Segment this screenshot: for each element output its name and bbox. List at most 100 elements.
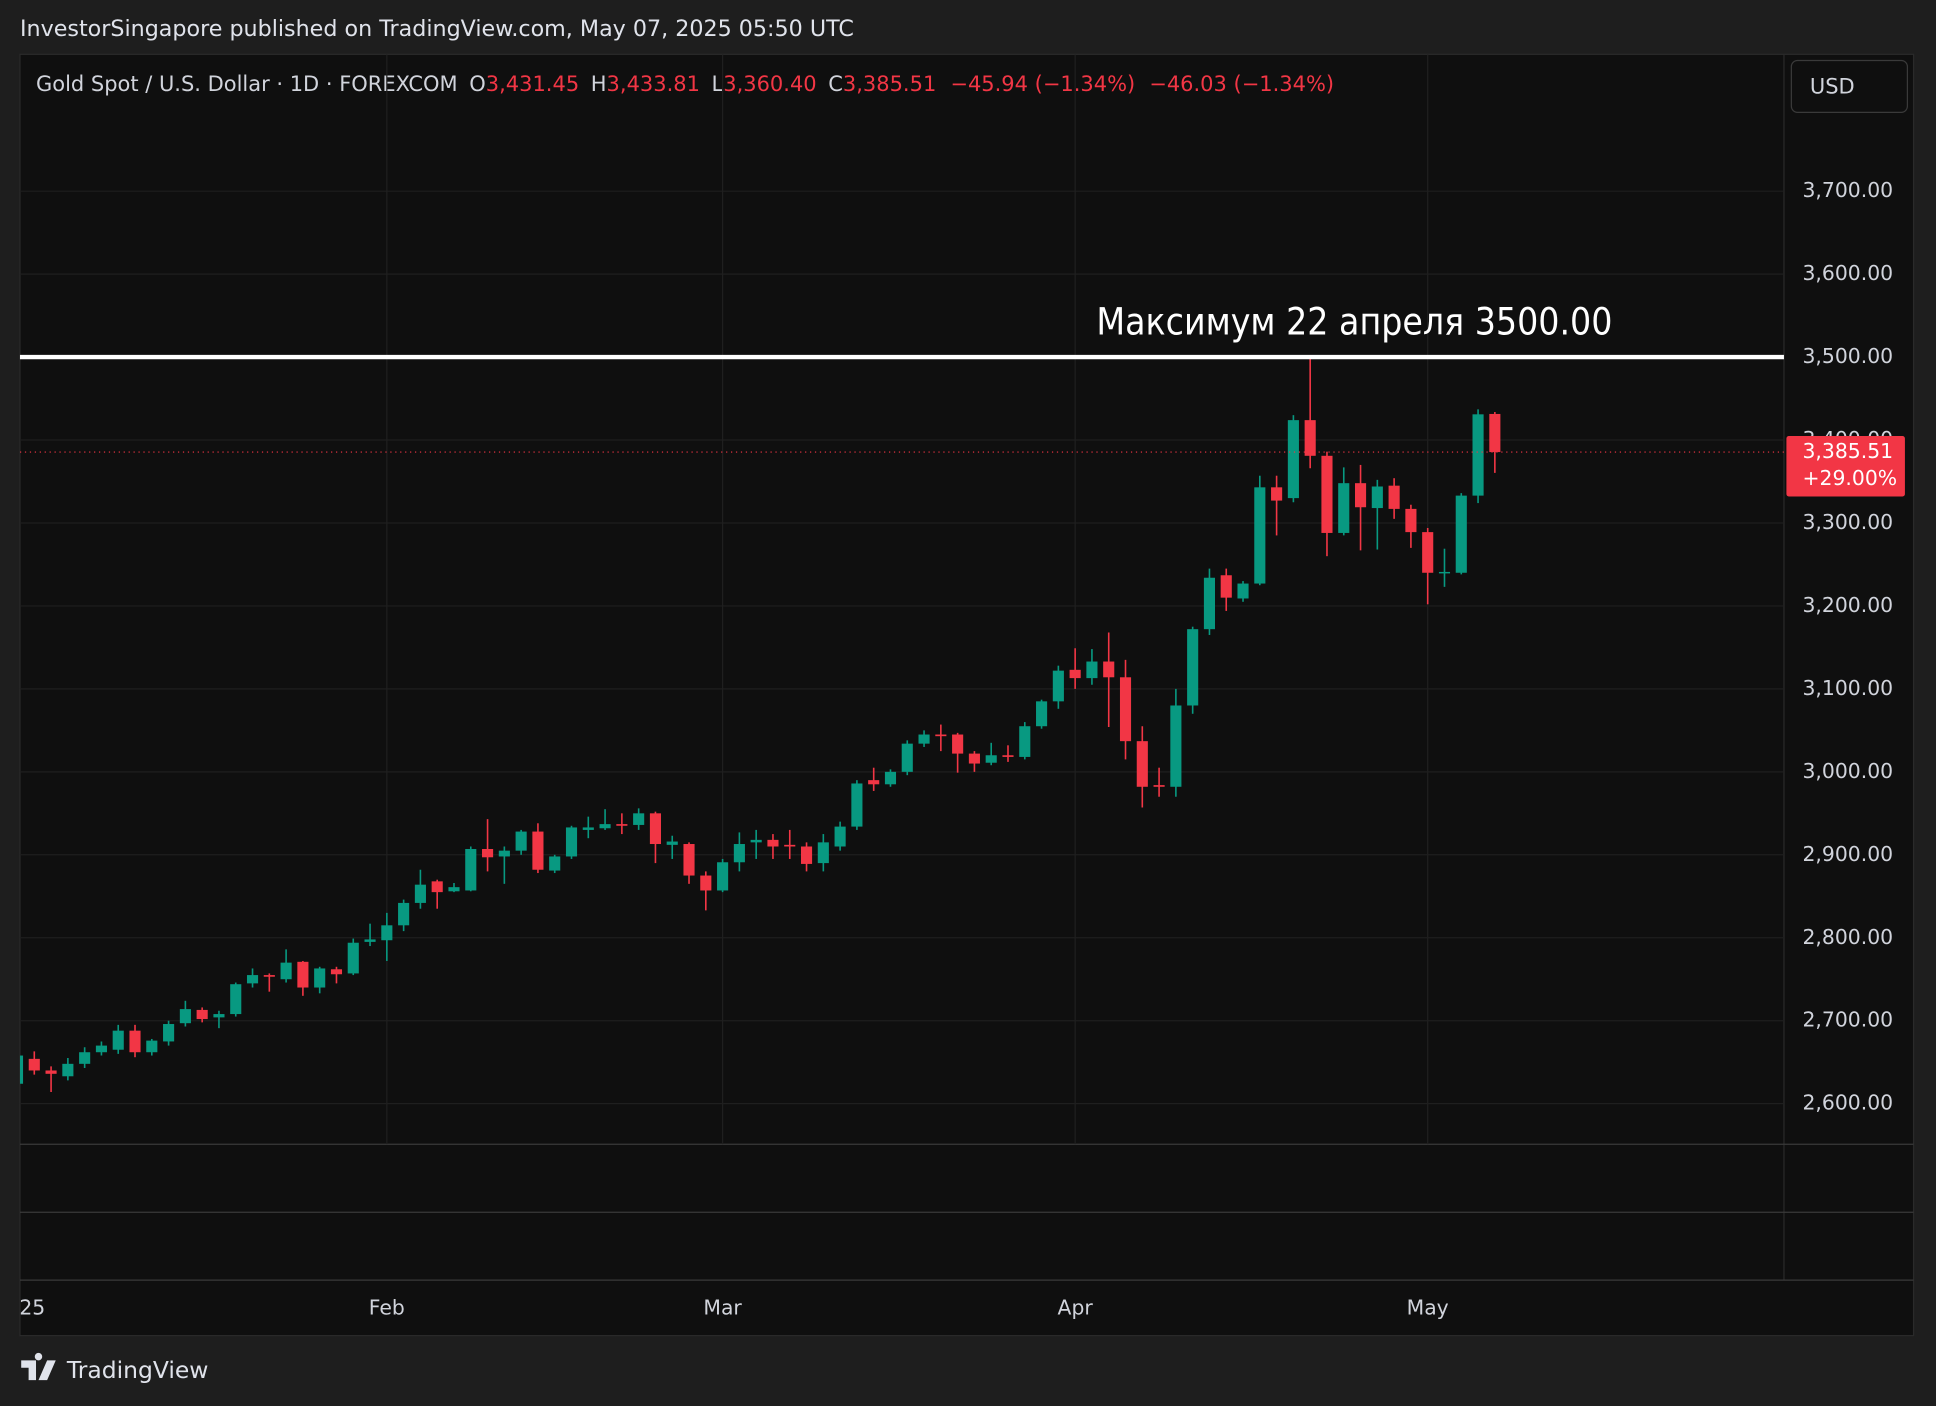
candle-body [347, 942, 359, 974]
y-tick-label: 3,100.00 [1802, 676, 1893, 700]
candle-body [851, 783, 863, 827]
candle-body [95, 1045, 107, 1053]
x-tick-label: Feb [369, 1295, 405, 1319]
candle-body [817, 842, 829, 864]
x-tick-label: Apr [1058, 1295, 1094, 1319]
candle-body [968, 753, 980, 764]
candle-body [666, 841, 678, 845]
candle-body [700, 875, 712, 891]
candle-body [1237, 583, 1249, 599]
candle-body [633, 813, 645, 825]
currency-label: USD [1810, 75, 1855, 99]
candle-body [364, 939, 376, 942]
candle-body [19, 1055, 24, 1084]
candle-body [263, 975, 275, 977]
y-tick-label: 3,000.00 [1802, 759, 1893, 783]
candle-body [565, 827, 578, 857]
candle-body [79, 1052, 91, 1064]
candle-body [1422, 532, 1434, 573]
c-key: C [828, 72, 843, 96]
candle-body [62, 1063, 74, 1077]
candle-body [1405, 508, 1417, 533]
candle-body [1271, 487, 1283, 501]
publisher-line: InvestorSingapore published on TradingVi… [20, 16, 854, 42]
candle-body [515, 831, 527, 851]
candle-body [112, 1030, 124, 1050]
o-key: O [469, 72, 486, 96]
y-tick-label: 2,900.00 [1802, 842, 1893, 866]
candle-body [213, 1014, 225, 1018]
candle-body [230, 984, 242, 1015]
candle-body [683, 844, 695, 876]
candle-body [448, 887, 460, 892]
x-tick-label: May [1407, 1295, 1449, 1319]
candle-body [1019, 726, 1031, 757]
y-tick-label: 3,300.00 [1802, 510, 1893, 534]
candle-body [330, 969, 343, 975]
candle-body [1489, 413, 1501, 453]
candle-body [431, 881, 443, 893]
y-tick-label: 3,700.00 [1802, 178, 1893, 202]
candle-body [901, 743, 913, 772]
change: −45.94 (−1.34%) [950, 72, 1135, 96]
candle-body [1371, 486, 1383, 509]
brand: TradingView [66, 1356, 209, 1384]
y-tick-label: 2,800.00 [1802, 925, 1893, 949]
candle-body [952, 734, 964, 754]
candle-body [179, 1009, 191, 1024]
l-value: 3,360.40 [723, 72, 816, 96]
candle-body [196, 1009, 208, 1020]
h-key: H [591, 72, 607, 96]
candle-body [1170, 705, 1182, 787]
candle-body [750, 839, 762, 843]
candle-body [465, 848, 477, 891]
candle-body [1354, 483, 1367, 508]
candle-body [498, 850, 510, 857]
candle-body [1052, 670, 1064, 702]
candle-body [1002, 755, 1014, 757]
candle-body [381, 925, 393, 941]
h-value: 3,433.81 [607, 72, 700, 96]
y-tick-label: 2,600.00 [1802, 1091, 1893, 1115]
candle-body [1438, 571, 1451, 574]
candle-body [549, 856, 561, 871]
candle-body [1220, 575, 1232, 598]
candle-body [1203, 577, 1216, 630]
o-value: 3,431.45 [486, 72, 579, 96]
candle-body [733, 844, 745, 863]
candle-body [246, 975, 259, 984]
candle-body [985, 755, 997, 763]
x-tick-label: Mar [703, 1295, 742, 1319]
chart-frame [19, 53, 1915, 1337]
candle-body [918, 734, 930, 744]
candle-body [582, 827, 594, 830]
x-tick-label: 25 [19, 1295, 45, 1319]
candle-body [1321, 455, 1333, 533]
last-price-label: 3,385.51 [1802, 439, 1893, 463]
candle-body [1287, 420, 1299, 499]
symbol: Gold Spot / U.S. Dollar · 1D · FOREXCOM [36, 72, 458, 96]
candle-body [280, 962, 292, 980]
y-tick-label: 3,200.00 [1802, 593, 1893, 617]
change-2: −46.03 (−1.34%) [1149, 72, 1334, 96]
candle-body [532, 831, 544, 870]
candle-body [599, 824, 611, 829]
candle-body [1119, 677, 1132, 742]
last-price-badge [1786, 436, 1905, 497]
candle-body [935, 734, 947, 737]
candle-body [1187, 629, 1199, 706]
candle-body [1388, 485, 1400, 509]
candle-body [784, 844, 796, 847]
candle-body [1136, 741, 1148, 787]
candle-body [884, 771, 897, 785]
candle-body [45, 1070, 57, 1074]
candle-body [314, 968, 326, 988]
annotation-text: Максимум 22 апреля 3500.00 [1096, 300, 1612, 343]
candle-body [868, 780, 880, 785]
y-tick-label: 2,700.00 [1802, 1008, 1893, 1032]
candle-body [834, 826, 846, 847]
currency-button[interactable] [1790, 59, 1909, 113]
candle-body [414, 884, 426, 903]
